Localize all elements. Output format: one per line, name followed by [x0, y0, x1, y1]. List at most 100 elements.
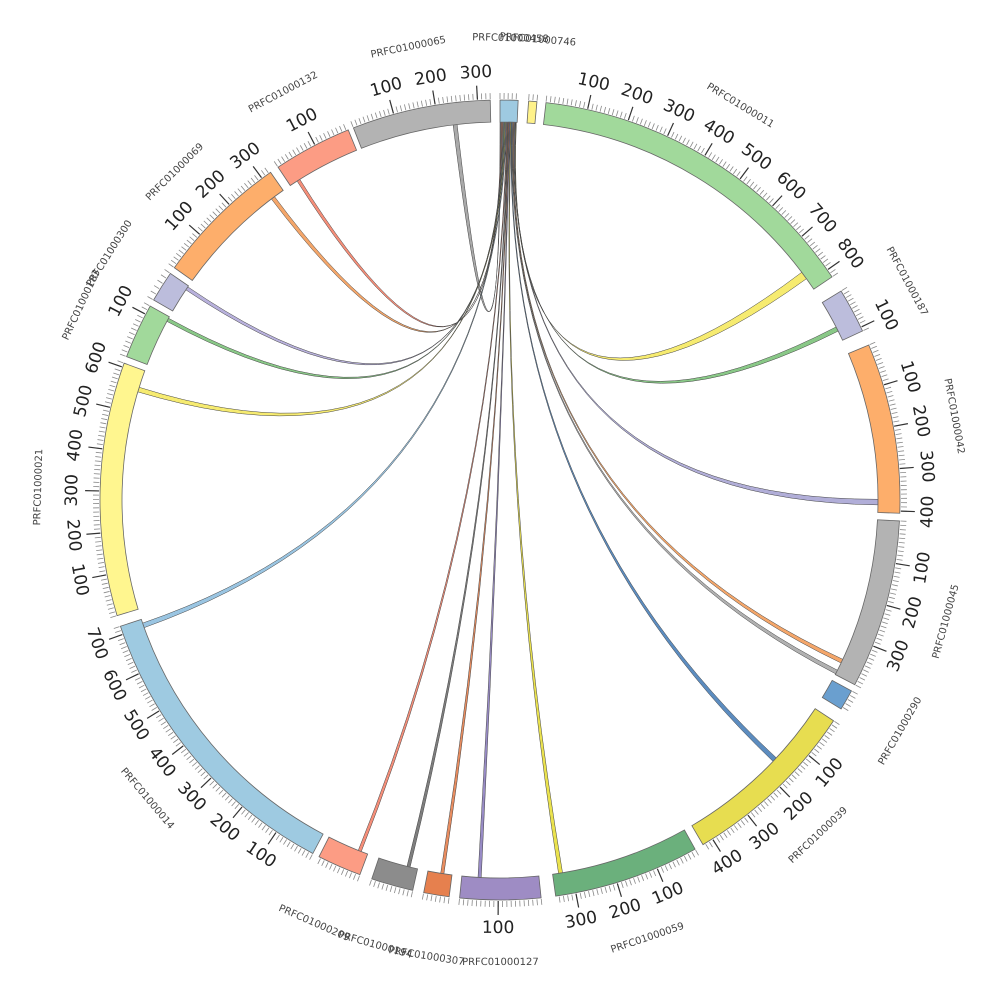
minor-tick	[881, 621, 888, 625]
tick-label: 500	[119, 706, 153, 744]
minor-tick	[331, 129, 335, 136]
segment-label: PRFC01000209	[277, 903, 352, 944]
minor-tick	[221, 202, 227, 208]
minor-tick	[121, 349, 128, 353]
minor-tick	[871, 345, 878, 349]
minor-tick	[95, 456, 102, 458]
minor-tick	[209, 780, 215, 786]
minor-tick	[434, 895, 437, 902]
major-tick	[827, 260, 840, 270]
tick-label: 400	[700, 115, 738, 149]
minor-tick	[335, 127, 339, 134]
minor-tick	[695, 849, 699, 856]
minor-tick	[254, 175, 259, 181]
minor-tick	[286, 841, 291, 848]
tick-label: 100	[161, 198, 197, 236]
minor-tick	[95, 451, 102, 454]
minor-tick	[97, 557, 104, 560]
minor-tick	[323, 133, 327, 139]
minor-tick	[301, 850, 306, 856]
minor-tick	[463, 94, 466, 101]
minor-tick	[147, 699, 153, 704]
segment	[459, 875, 542, 901]
minor-tick	[608, 885, 612, 892]
minor-tick	[189, 758, 195, 764]
minor-tick	[892, 580, 899, 583]
tick-label: 400	[144, 744, 180, 782]
minor-tick	[549, 96, 552, 103]
minor-tick	[200, 223, 206, 229]
major-tick	[96, 403, 110, 408]
minor-tick	[595, 104, 598, 111]
minor-tick	[98, 430, 105, 433]
minor-tick	[660, 866, 665, 873]
minor-tick	[871, 649, 878, 653]
minor-tick	[653, 870, 657, 877]
minor-tick	[689, 141, 694, 148]
minor-tick	[119, 642, 126, 646]
minor-tick	[389, 886, 393, 893]
minor-tick	[889, 403, 896, 406]
minor-tick	[121, 646, 127, 650]
minor-tick	[562, 97, 565, 105]
minor-tick	[790, 219, 796, 224]
minor-tick	[894, 428, 901, 431]
tick-label: 100	[576, 69, 612, 96]
minor-tick	[674, 133, 679, 140]
minor-tick	[237, 188, 243, 194]
minor-tick	[722, 161, 727, 167]
minor-tick	[832, 272, 839, 277]
minor-tick	[395, 106, 398, 113]
minor-tick	[749, 181, 755, 187]
minor-tick	[426, 894, 429, 901]
minor-tick	[885, 609, 892, 612]
minor-tick	[430, 895, 433, 902]
minor-tick	[264, 167, 269, 173]
minor-tick	[299, 145, 304, 151]
minor-tick	[651, 123, 655, 130]
minor-tick	[377, 882, 380, 889]
minor-tick	[354, 119, 358, 126]
tick-label: 100	[482, 918, 515, 938]
minor-tick	[329, 863, 333, 870]
segment-label: PRFC01000045	[931, 583, 962, 660]
minor-tick	[697, 145, 702, 152]
tick-label: 100	[896, 359, 924, 396]
minor-tick	[830, 269, 836, 274]
major-tick	[587, 94, 592, 109]
minor-tick	[393, 887, 397, 894]
minor-tick	[102, 586, 109, 590]
minor-tick	[829, 728, 835, 733]
minor-tick	[754, 809, 759, 815]
minor-tick	[647, 121, 651, 128]
minor-tick	[764, 801, 769, 807]
segment	[153, 272, 190, 312]
minor-tick	[536, 899, 538, 906]
segment-label: PRFC01000065	[370, 35, 447, 61]
minor-tick	[785, 780, 791, 786]
major-tick	[108, 634, 123, 640]
minor-tick	[855, 684, 862, 689]
major-tick	[188, 224, 201, 235]
minor-tick	[798, 228, 804, 234]
minor-tick	[94, 460, 101, 462]
minor-tick	[740, 820, 746, 826]
minor-tick	[756, 187, 761, 193]
minor-tick	[158, 717, 164, 722]
minor-tick	[558, 97, 560, 104]
minor-tick	[868, 657, 875, 661]
minor-tick	[345, 870, 349, 877]
minor-tick	[105, 599, 112, 602]
minor-tick	[883, 617, 890, 620]
minor-tick	[540, 898, 543, 905]
minor-tick	[643, 120, 647, 126]
minor-tick	[796, 225, 802, 231]
tick-label: 100	[368, 73, 405, 101]
minor-tick	[96, 549, 103, 552]
minor-tick	[446, 96, 449, 103]
minor-tick	[143, 302, 150, 306]
minor-tick	[781, 210, 787, 215]
minor-tick	[398, 888, 401, 895]
minor-tick	[170, 259, 177, 265]
minor-tick	[678, 135, 683, 142]
